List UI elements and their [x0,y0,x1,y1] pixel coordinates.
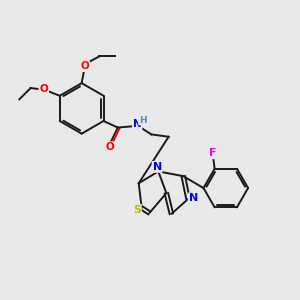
Text: F: F [209,148,217,158]
Text: N: N [152,162,162,172]
Text: N: N [189,194,198,203]
Text: N: N [133,119,142,129]
Text: O: O [105,142,114,152]
Text: S: S [133,205,141,215]
Text: O: O [39,84,48,94]
Text: O: O [80,61,89,71]
Text: H: H [139,116,147,124]
